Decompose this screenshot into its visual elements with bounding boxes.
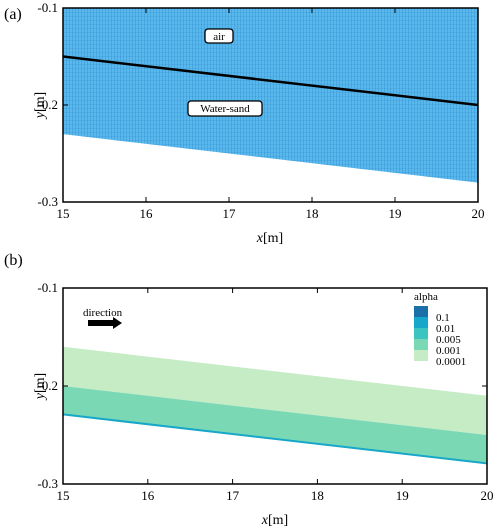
b-xtick-label-2: 17 <box>226 488 240 503</box>
a-xtick-label-2: 17 <box>223 206 237 221</box>
annotation-air-text: air <box>213 31 225 43</box>
y-axis-label-b: y[m] <box>33 373 48 401</box>
a-ytick-label-0: -0.1 <box>37 0 58 15</box>
annotation-air: air <box>204 28 234 44</box>
mesh-region <box>63 8 478 183</box>
a-xtick-label-4: 19 <box>389 206 402 221</box>
legend-swatch-1 <box>414 317 428 328</box>
air-water-interface <box>63 55 478 107</box>
b-xtick-label-4: 19 <box>396 488 409 503</box>
x-axis-label-b: x[m] <box>261 513 288 528</box>
b-xtick-label-5: 20 <box>481 488 494 503</box>
band-alpha-0.0001 <box>63 346 487 435</box>
legend-label-2: 0.005 <box>436 334 461 346</box>
panel-b: (b) 15 16 17 18 19 20 -0.1 -0.2 -0.3 direction a… <box>4 252 494 528</box>
annotation-water-sand-text: Water-sand <box>200 103 250 115</box>
x-axis-label-a: x[m] <box>256 231 283 246</box>
a-ytick-label-2: -0.3 <box>37 194 58 209</box>
legend-title: alpha <box>414 291 438 303</box>
legend-label-1: 0.01 <box>436 323 455 335</box>
direction-arrow-icon <box>88 317 122 329</box>
y-axis-label-a: y[m] <box>33 92 48 120</box>
panel-a-label: (a) <box>4 6 22 23</box>
b-ytick-label-0: -0.1 <box>37 280 58 295</box>
legend-swatch-4 <box>414 350 428 361</box>
annotation-water-sand: Water-sand <box>187 100 263 117</box>
legend-label-3: 0.001 <box>436 345 461 357</box>
a-xtick-label-3: 18 <box>306 206 319 221</box>
direction-label: direction <box>83 307 123 319</box>
legend-swatch-3 <box>414 339 428 350</box>
a-xtick-label-0: 15 <box>57 206 70 221</box>
a-xtick-label-1: 16 <box>140 206 154 221</box>
panel-b-label: (b) <box>4 252 23 269</box>
legend-swatch-0 <box>414 306 428 317</box>
legend-label-4: 0.0001 <box>436 356 466 368</box>
b-xtick-label-0: 15 <box>57 488 70 503</box>
a-ytick-label-1: -0.2 <box>37 97 58 112</box>
b-xtick-label-3: 18 <box>311 488 324 503</box>
a-xtick-label-5: 20 <box>472 206 485 221</box>
panel-a: (a) 15 16 17 18 19 20 -0.1 -0.2 -0.3 air Water-s… <box>4 0 485 246</box>
legend-swatch-2 <box>414 328 428 339</box>
band-alpha-0.001 <box>63 386 487 464</box>
direction-indicator: direction <box>83 307 123 329</box>
b-xtick-label-1: 16 <box>141 488 155 503</box>
b-ytick-label-2: -0.3 <box>37 476 58 491</box>
band-lower-edge <box>63 413 487 465</box>
b-ytick-label-1: -0.2 <box>37 378 58 393</box>
legend-label-0: 0.1 <box>436 312 450 324</box>
